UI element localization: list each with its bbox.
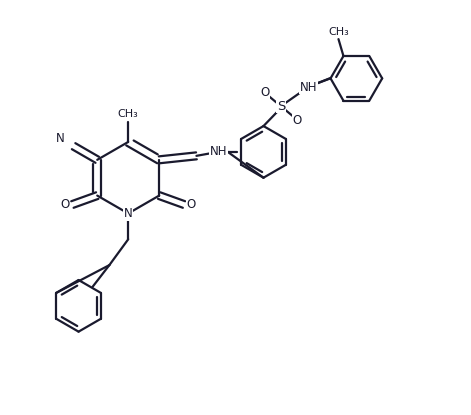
Text: O: O [187,198,196,211]
Text: N: N [124,207,133,220]
Text: O: O [292,114,301,127]
Text: CH₃: CH₃ [328,27,349,37]
Text: NH: NH [300,81,317,94]
Text: S: S [276,100,285,113]
Text: N: N [56,132,64,145]
Text: NH: NH [210,145,227,159]
Text: O: O [260,86,269,99]
Text: O: O [60,198,70,211]
Text: CH₃: CH₃ [118,109,138,119]
